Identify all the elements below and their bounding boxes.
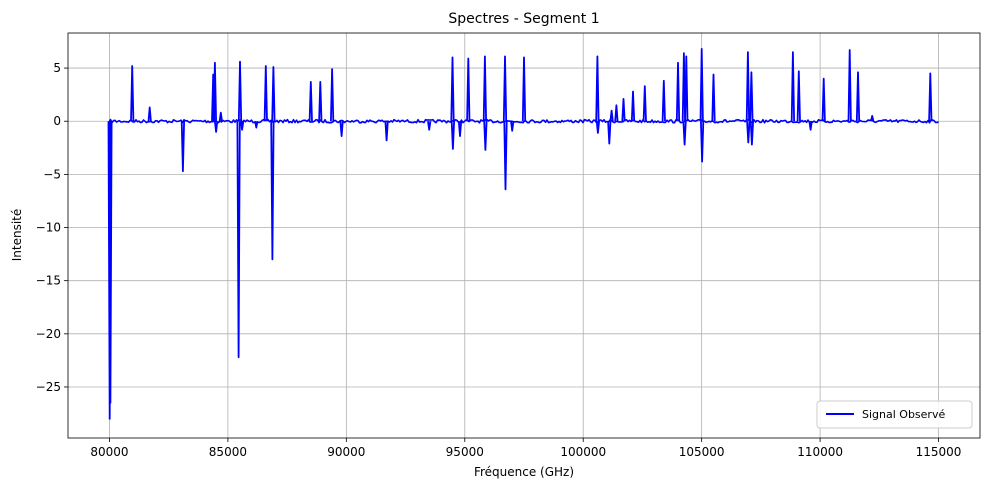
spectral-peak	[270, 121, 275, 261]
spectral-peak	[621, 98, 626, 122]
legend-box	[816, 400, 973, 429]
spectral-peak	[502, 55, 508, 122]
spectral-peak	[682, 121, 687, 146]
spectral-peak	[746, 121, 751, 144]
spectral-peak	[254, 121, 259, 129]
series-layer	[107, 48, 939, 420]
spectral-peak	[263, 65, 268, 122]
x-tick-label: 85000	[209, 445, 247, 459]
legend-label-signal: Signal Observé	[862, 408, 945, 421]
spectral-peak	[595, 55, 600, 122]
spectral-peak	[521, 56, 527, 122]
spectral-peak	[457, 121, 463, 137]
spectral-peak	[108, 121, 113, 404]
plot-frame	[67, 32, 981, 439]
spectral-peak	[821, 77, 826, 122]
spectral-peak	[214, 121, 219, 133]
spectral-peak	[711, 73, 716, 122]
spectral-peak	[339, 121, 344, 137]
chart-title: Spectres - Segment 1	[448, 11, 599, 27]
x-tick-label: 80000	[90, 445, 128, 459]
spectral-peak	[466, 57, 471, 122]
spectral-peak	[749, 71, 754, 122]
spectral-peak	[749, 121, 754, 146]
spectral-peak	[642, 85, 647, 122]
spectral-peak	[847, 49, 852, 122]
spectral-peak	[212, 61, 217, 122]
spectral-peak	[796, 70, 801, 122]
y-tick-label: 5	[53, 61, 61, 75]
x-tick-label: 110000	[797, 445, 843, 459]
spectral-peak	[510, 121, 515, 132]
spectral-peak	[684, 55, 689, 122]
spectral-peak	[308, 81, 313, 122]
x-tick-label: 95000	[446, 445, 484, 459]
spectral-peak	[607, 121, 612, 145]
spectral-peak	[130, 65, 135, 122]
spectral-peak	[482, 55, 487, 122]
ticks: 80000 85000 90000 95000 100000 105000 110000 11…	[36, 61, 962, 459]
spectral-peak	[790, 51, 795, 122]
spectral-peak	[503, 121, 508, 191]
spectral-peak	[271, 66, 276, 122]
spectral-peak	[661, 79, 666, 122]
spectral-peak	[147, 106, 152, 122]
y-tick-label: −15	[36, 274, 61, 288]
y-tick-label: 0	[53, 114, 61, 128]
spectral-peak	[236, 121, 241, 359]
spectral-peak	[675, 61, 681, 122]
spectral-peak	[318, 81, 323, 122]
baseline-noise	[108, 118, 939, 124]
spectral-peak	[614, 104, 619, 122]
spectral-peak	[928, 72, 933, 122]
x-tick-label: 100000	[560, 445, 606, 459]
spectral-peak	[427, 121, 432, 131]
spectral-peak	[450, 56, 455, 122]
y-tick-label: −10	[36, 221, 61, 235]
x-tick-label: 115000	[916, 445, 962, 459]
series-signal	[107, 48, 939, 420]
y-tick-label: −20	[36, 327, 61, 341]
spectral-peak	[384, 121, 389, 142]
y-axis-label: Intensité	[10, 209, 24, 262]
x-axis-label: Fréquence (GHz)	[474, 465, 574, 479]
spectral-peak	[240, 121, 245, 131]
spectral-peak	[483, 121, 488, 151]
spectral-peak	[330, 68, 335, 122]
spectral-peak	[595, 121, 600, 134]
spectral-peak	[630, 90, 636, 122]
spectral-peak	[218, 111, 223, 122]
spectral-peak	[237, 60, 243, 122]
legend: Signal Observé	[816, 400, 973, 429]
spectral-peak	[745, 51, 750, 122]
spectral-peak	[700, 121, 705, 163]
spectral-peak	[855, 71, 861, 122]
y-tick-label: −5	[43, 167, 61, 181]
spectral-peak	[870, 115, 875, 122]
x-tick-label: 90000	[327, 445, 365, 459]
spectral-peak	[808, 121, 813, 131]
x-tick-label: 105000	[679, 445, 725, 459]
spectral-peak	[450, 121, 455, 150]
spectral-peak	[609, 109, 614, 122]
y-tick-label: −25	[36, 380, 61, 394]
spectral-peak	[699, 48, 704, 122]
spectral-peak	[180, 121, 185, 173]
